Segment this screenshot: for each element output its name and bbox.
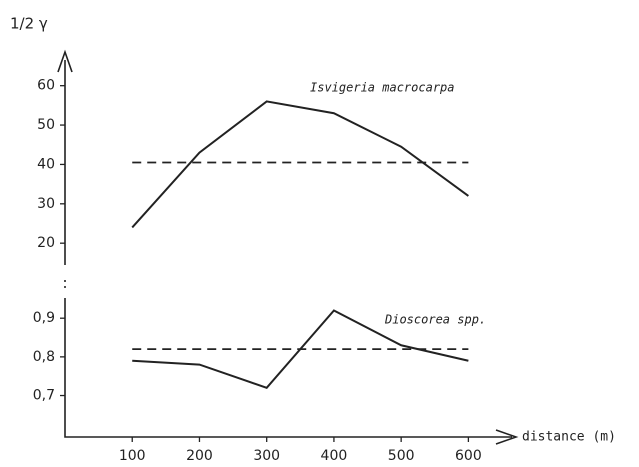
y-axis-label: 1/2 γ [10,15,48,33]
x-tick-label: 400 [321,448,348,464]
series-label: Isvigeria macrocarpa [310,81,455,95]
axes-lower [64,298,519,445]
y-tick-label: 40 [37,156,55,172]
x-tick-label: 500 [388,448,415,464]
y-tick-label: 0,7 [33,388,55,404]
x-axis-label: distance (m) [522,430,616,445]
x-tick-label: 200 [186,448,213,464]
y-tick-label: 60 [37,78,55,94]
x-tick-label: 300 [253,448,280,464]
y-tick-label: 30 [37,196,55,212]
series-label: Dioscorea spp. [384,313,486,327]
data-line [131,100,469,229]
y-tick-label: 50 [37,117,55,133]
y-tick-label: 0,8 [33,349,55,365]
y-axis-upper [57,49,73,265]
x-tick-label: 100 [119,448,146,464]
y-tick-label: 0,9 [33,310,55,326]
x-tick-label: 600 [455,448,482,464]
y-tick-label: 20 [37,235,55,251]
